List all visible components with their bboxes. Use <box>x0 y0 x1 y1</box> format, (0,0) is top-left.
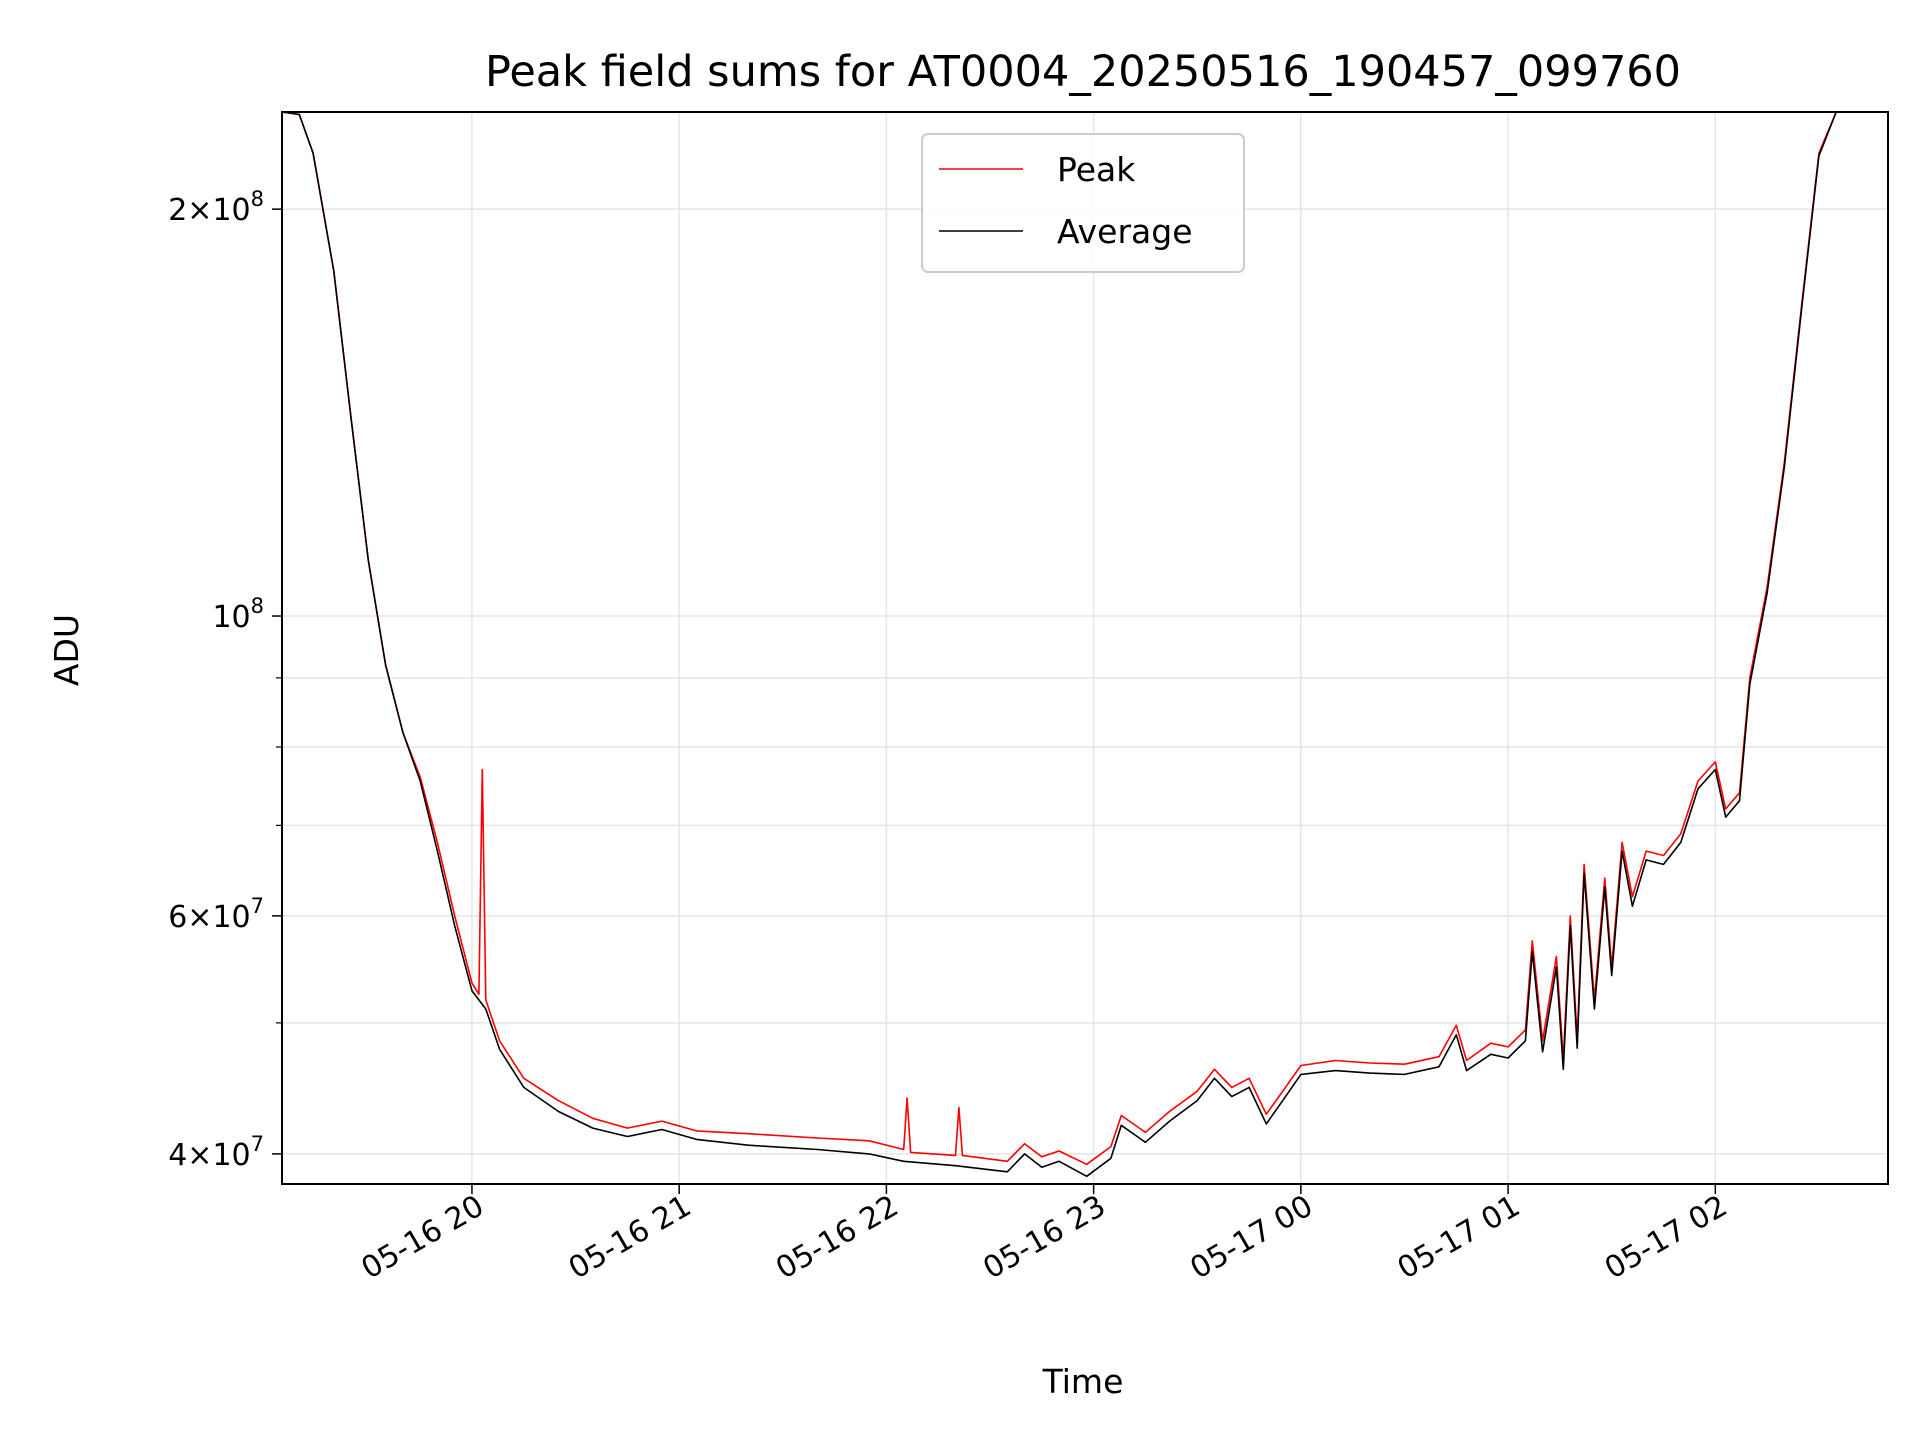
series-line-peak <box>281 111 1888 1166</box>
series-line-average <box>281 111 1888 1178</box>
y-tick-label: 108 <box>212 594 264 635</box>
y-tick-label: 4×107 <box>168 1132 264 1173</box>
legend: Peak Average <box>921 133 1245 273</box>
x-axis-label: Time <box>1042 1362 1124 1401</box>
y-axis-ticks: 4×107 6×107 108 2×108 <box>168 187 282 1173</box>
legend-label-average: Average <box>1057 212 1193 251</box>
y-tick-label: 2×108 <box>168 187 264 228</box>
chart-title: Peak field sums for AT0004_20250516_1904… <box>485 47 1681 97</box>
series-lines <box>281 111 1888 1178</box>
y-axis-label: ADU <box>47 614 86 686</box>
plot-area-frame <box>281 111 1889 1185</box>
legend-label-peak: Peak <box>1057 150 1136 189</box>
y-tick-label: 6×107 <box>168 894 264 935</box>
